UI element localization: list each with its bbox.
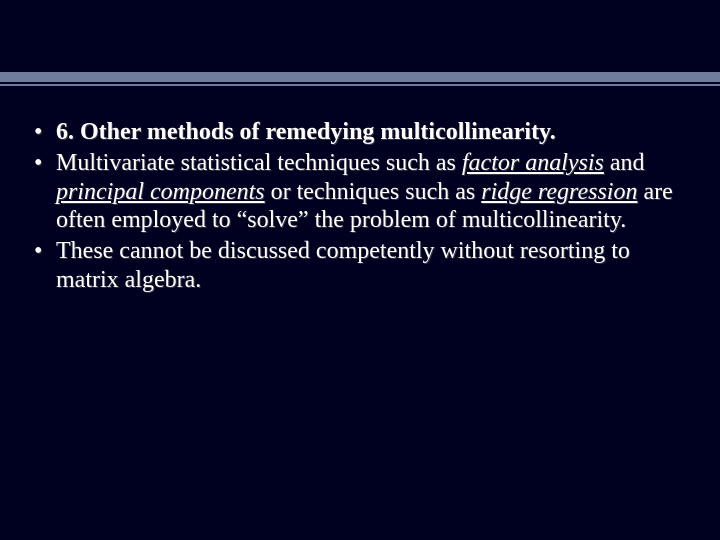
title-band <box>0 0 720 72</box>
bullet-text-run: and <box>604 150 645 176</box>
bullet-text-run: principal components <box>56 179 265 205</box>
bullet-text-run: Multivariate statistical techniques such… <box>56 150 462 176</box>
bullet-text: These cannot be discussed competently wi… <box>56 238 630 293</box>
bullet-list: 6. Other methods of remedying multicolli… <box>24 118 696 295</box>
divider-thick <box>0 72 720 82</box>
bullet-item: 6. Other methods of remedying multicolli… <box>24 118 696 147</box>
bullet-item: Multivariate statistical techniques such… <box>24 149 696 235</box>
divider-thin <box>0 84 720 86</box>
bullet-text-run: factor analysis <box>462 150 604 176</box>
bullet-item: These cannot be discussed competently wi… <box>24 237 696 295</box>
slide-body: 6. Other methods of remedying multicolli… <box>24 118 696 297</box>
bullet-text-run: ridge regression <box>481 179 637 205</box>
bullet-text-run: or techniques such as <box>265 179 482 205</box>
slide: 6. Other methods of remedying multicolli… <box>0 0 720 540</box>
bullet-text: 6. Other methods of remedying multicolli… <box>56 119 556 145</box>
